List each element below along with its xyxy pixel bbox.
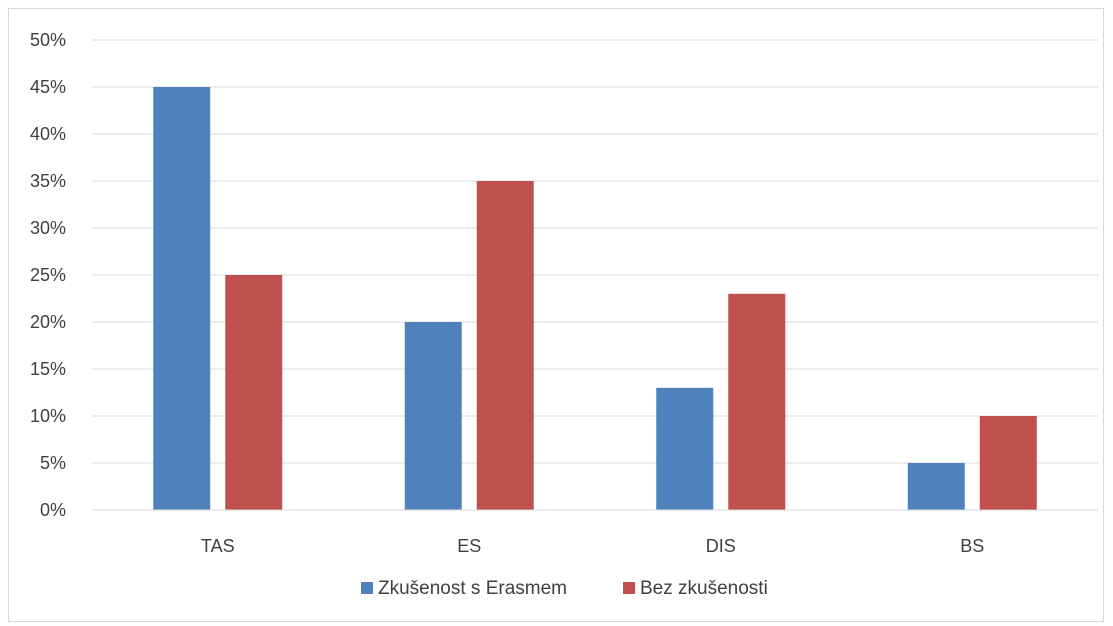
bars	[153, 87, 1037, 510]
y-tick-label: 20%	[30, 312, 66, 332]
y-tick-label: 25%	[30, 265, 66, 285]
bar-tas-series-1	[153, 87, 211, 510]
bar-dis-series-1	[656, 387, 714, 510]
x-tick-label: BS	[960, 536, 984, 556]
legend-label: Bez zkušenosti	[640, 578, 768, 599]
y-tick-label: 0%	[40, 500, 66, 520]
y-tick-label: 40%	[30, 124, 66, 144]
y-tick-label: 5%	[40, 453, 66, 473]
bar-bs-series-1	[907, 463, 965, 510]
y-tick-label: 45%	[30, 77, 66, 97]
bar-dis-series-2	[728, 293, 786, 510]
legend-swatch	[623, 582, 635, 594]
x-tick-label: ES	[457, 536, 481, 556]
y-tick-label: 30%	[30, 218, 66, 238]
bar-tas-series-2	[225, 275, 283, 510]
y-tick-label: 15%	[30, 359, 66, 379]
y-tick-label: 10%	[30, 406, 66, 426]
bar-bs-series-2	[979, 416, 1037, 510]
x-tick-label: TAS	[201, 536, 235, 556]
bar-es-series-1	[404, 322, 462, 510]
y-tick-label: 50%	[30, 30, 66, 50]
bar-es-series-2	[476, 181, 534, 510]
legend: Zkušenost s Erasmem Bez zkušenosti	[361, 578, 768, 599]
y-axis-tick-labels: 0% 5% 10% 15% 20% 25% 30% 35% 40% 45% 50%	[30, 30, 66, 520]
y-tick-label: 35%	[30, 171, 66, 191]
legend-swatch	[361, 582, 373, 594]
x-axis-tick-labels: TAS ES DIS BS	[201, 536, 984, 556]
x-tick-label: DIS	[706, 536, 736, 556]
legend-label: Zkušenost s Erasmem	[378, 578, 567, 599]
